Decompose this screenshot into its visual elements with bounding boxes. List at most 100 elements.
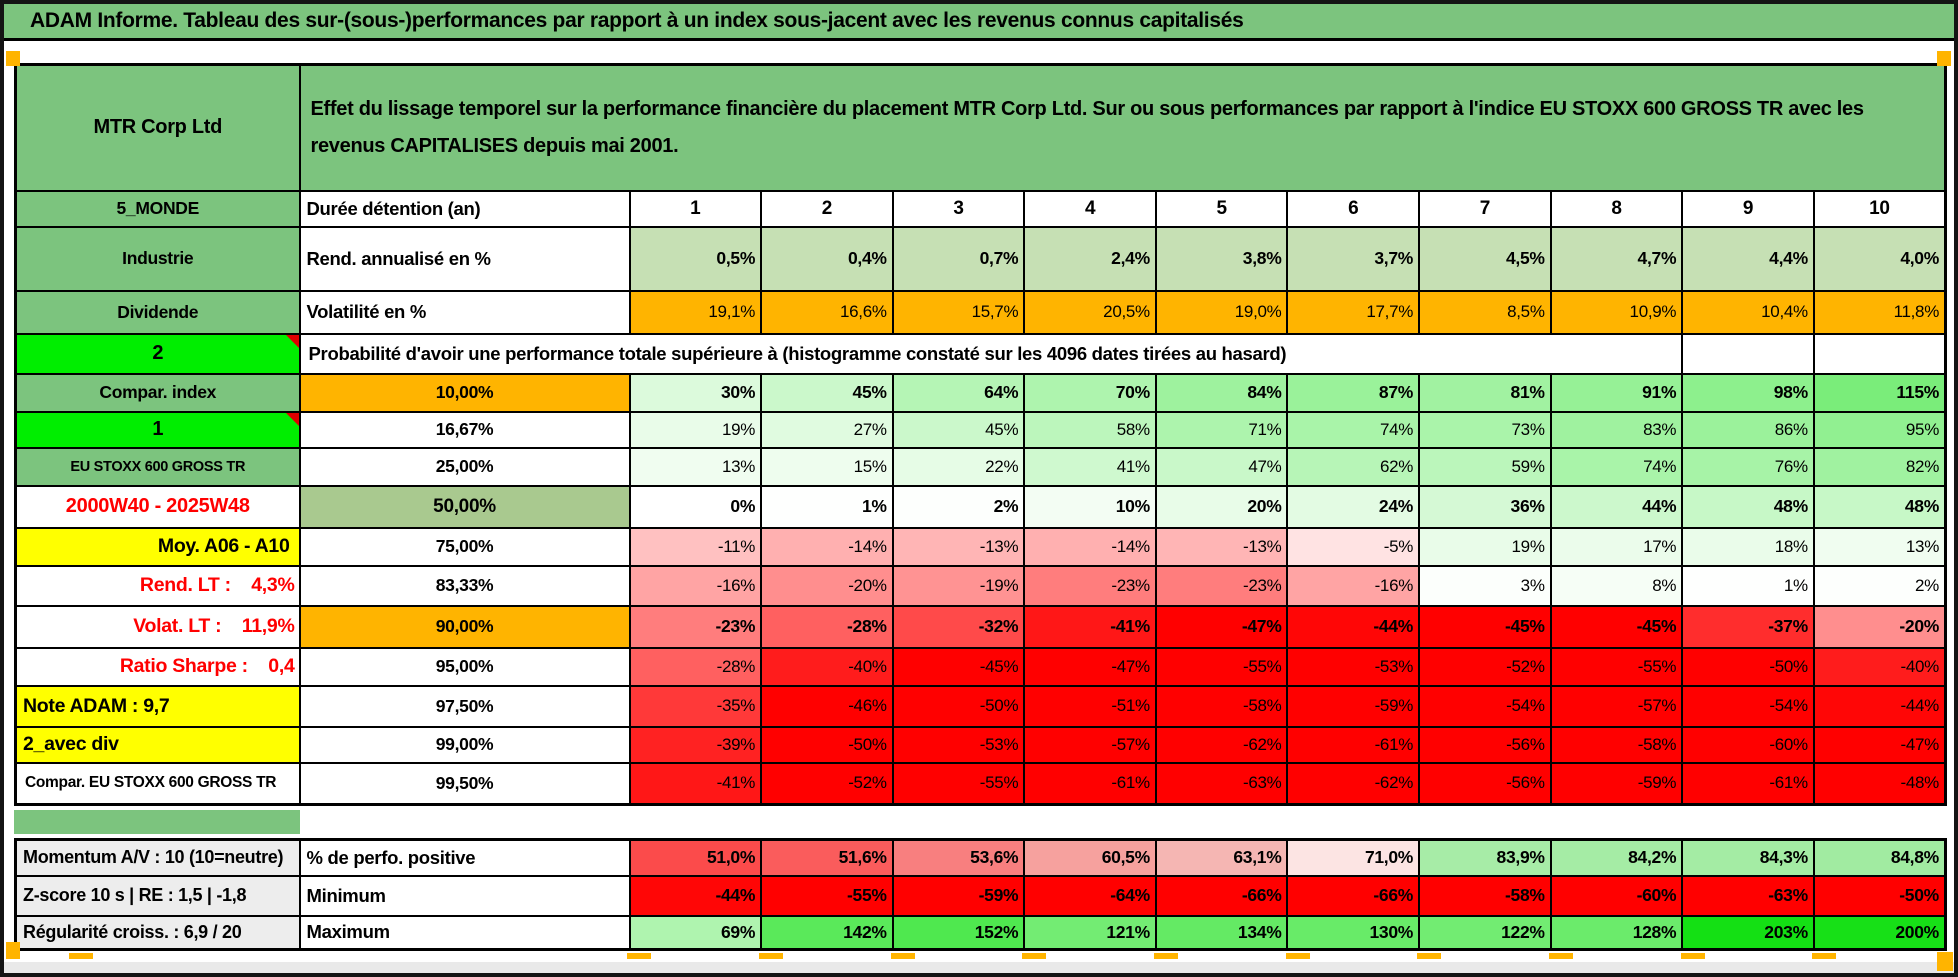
- value-cell[interactable]: -58%: [1549, 725, 1684, 764]
- value-cell[interactable]: 76%: [1681, 446, 1815, 487]
- empty-cell[interactable]: [1681, 332, 1815, 375]
- value-cell[interactable]: 45%: [760, 372, 894, 413]
- row-label-cell[interactable]: 5_MONDE: [14, 189, 301, 228]
- value-cell[interactable]: 200%: [1812, 914, 1947, 951]
- value-cell[interactable]: -23%: [1154, 564, 1289, 607]
- row-sublabel-cell[interactable]: 90,00%: [298, 604, 631, 649]
- col-header-cell[interactable]: 2: [760, 189, 894, 228]
- value-cell[interactable]: 2%: [891, 484, 1026, 529]
- col-header-cell[interactable]: 9: [1681, 189, 1815, 228]
- value-cell[interactable]: 18%: [1681, 526, 1815, 567]
- value-cell[interactable]: 1%: [760, 484, 894, 529]
- value-cell[interactable]: 84,2%: [1549, 838, 1684, 877]
- value-cell[interactable]: -64%: [1023, 874, 1157, 917]
- col-header-cell[interactable]: 6: [1286, 189, 1421, 228]
- empty-cell[interactable]: [1812, 332, 1947, 375]
- value-cell[interactable]: -63%: [1681, 874, 1815, 917]
- value-cell[interactable]: 16,6%: [760, 289, 894, 335]
- value-cell[interactable]: -45%: [1418, 604, 1552, 649]
- value-cell[interactable]: -52%: [1418, 646, 1552, 687]
- row-label-cell[interactable]: 2: [14, 332, 301, 375]
- row-sublabel-cell[interactable]: Rend. annualisé en %: [298, 225, 631, 292]
- value-cell[interactable]: 8%: [1549, 564, 1684, 607]
- value-cell[interactable]: 71,0%: [1286, 838, 1421, 877]
- row-label-cell[interactable]: Note ADAM : 9,7: [14, 684, 301, 728]
- value-cell[interactable]: 4,4%: [1681, 225, 1815, 292]
- value-cell[interactable]: 17,7%: [1286, 289, 1421, 335]
- value-cell[interactable]: -28%: [760, 604, 894, 649]
- value-cell[interactable]: -61%: [1023, 761, 1157, 806]
- value-cell[interactable]: 19,0%: [1154, 289, 1289, 335]
- col-header-cell[interactable]: 10: [1812, 189, 1947, 228]
- value-cell[interactable]: -44%: [1286, 604, 1421, 649]
- row-label-cell[interactable]: Momentum A/V : 10 (10=neutre): [14, 838, 301, 877]
- value-cell[interactable]: 17%: [1549, 526, 1684, 567]
- value-cell[interactable]: -50%: [1681, 646, 1815, 687]
- value-cell[interactable]: 142%: [760, 914, 894, 951]
- value-cell[interactable]: -55%: [1549, 646, 1684, 687]
- value-cell[interactable]: -35%: [628, 684, 763, 728]
- value-cell[interactable]: -37%: [1681, 604, 1815, 649]
- value-cell[interactable]: -54%: [1681, 684, 1815, 728]
- value-cell[interactable]: -58%: [1418, 874, 1552, 917]
- value-cell[interactable]: 203%: [1681, 914, 1815, 951]
- row-label-cell[interactable]: EU STOXX 600 GROSS TR: [14, 446, 301, 487]
- row-sublabel-cell[interactable]: 97,50%: [298, 684, 631, 728]
- value-cell[interactable]: 11,8%: [1812, 289, 1947, 335]
- value-cell[interactable]: 4,5%: [1418, 225, 1552, 292]
- value-cell[interactable]: -47%: [1023, 646, 1157, 687]
- value-cell[interactable]: 0,7%: [891, 225, 1026, 292]
- value-cell[interactable]: 4,0%: [1812, 225, 1947, 292]
- value-cell[interactable]: -23%: [1023, 564, 1157, 607]
- value-cell[interactable]: -16%: [628, 564, 763, 607]
- value-cell[interactable]: 152%: [891, 914, 1026, 951]
- col-header-cell[interactable]: 7: [1418, 189, 1552, 228]
- col-header-cell[interactable]: 3: [891, 189, 1026, 228]
- value-cell[interactable]: -5%: [1286, 526, 1421, 567]
- row-sublabel-cell[interactable]: 83,33%: [298, 564, 631, 607]
- row-label-cell[interactable]: Industrie: [14, 225, 301, 292]
- value-cell[interactable]: 128%: [1549, 914, 1684, 951]
- value-cell[interactable]: -41%: [1023, 604, 1157, 649]
- value-cell[interactable]: -20%: [1812, 604, 1947, 649]
- value-cell[interactable]: 59%: [1418, 446, 1552, 487]
- value-cell[interactable]: -55%: [1154, 646, 1289, 687]
- value-cell[interactable]: 121%: [1023, 914, 1157, 951]
- value-cell[interactable]: 36%: [1418, 484, 1552, 529]
- row-label-cell[interactable]: Compar. index: [14, 372, 301, 413]
- value-cell[interactable]: 73%: [1418, 410, 1552, 449]
- value-cell[interactable]: -55%: [891, 761, 1026, 806]
- row-label-cell[interactable]: Dividende: [14, 289, 301, 335]
- value-cell[interactable]: 44%: [1549, 484, 1684, 529]
- value-cell[interactable]: 134%: [1154, 914, 1289, 951]
- value-cell[interactable]: -14%: [1023, 526, 1157, 567]
- value-cell[interactable]: -41%: [628, 761, 763, 806]
- value-cell[interactable]: -44%: [628, 874, 763, 917]
- value-cell[interactable]: 84%: [1154, 372, 1289, 413]
- value-cell[interactable]: -59%: [891, 874, 1026, 917]
- description-cell[interactable]: Effet du lissage temporel sur la perform…: [298, 63, 1947, 192]
- value-cell[interactable]: -47%: [1154, 604, 1289, 649]
- value-cell[interactable]: -55%: [760, 874, 894, 917]
- value-cell[interactable]: 87%: [1286, 372, 1421, 413]
- value-cell[interactable]: 60,5%: [1023, 838, 1157, 877]
- value-cell[interactable]: 48%: [1681, 484, 1815, 529]
- col-header-cell[interactable]: 8: [1549, 189, 1684, 228]
- value-cell[interactable]: 82%: [1812, 446, 1947, 487]
- value-cell[interactable]: -16%: [1286, 564, 1421, 607]
- value-cell[interactable]: 81%: [1418, 372, 1552, 413]
- value-cell[interactable]: 84,8%: [1812, 838, 1947, 877]
- row-label-cell[interactable]: 1: [14, 410, 301, 449]
- value-cell[interactable]: 1%: [1681, 564, 1815, 607]
- value-cell[interactable]: 83,9%: [1418, 838, 1552, 877]
- value-cell[interactable]: 58%: [1023, 410, 1157, 449]
- value-cell[interactable]: 20%: [1154, 484, 1289, 529]
- value-cell[interactable]: -62%: [1154, 725, 1289, 764]
- value-cell[interactable]: 30%: [628, 372, 763, 413]
- value-cell[interactable]: -44%: [1812, 684, 1947, 728]
- value-cell[interactable]: 91%: [1549, 372, 1684, 413]
- row-label-cell[interactable]: 2_avec div: [14, 725, 301, 764]
- value-cell[interactable]: 115%: [1812, 372, 1947, 413]
- row-label-cell[interactable]: Volat. LT : 11,9%: [14, 604, 301, 649]
- value-cell[interactable]: 13%: [1812, 526, 1947, 567]
